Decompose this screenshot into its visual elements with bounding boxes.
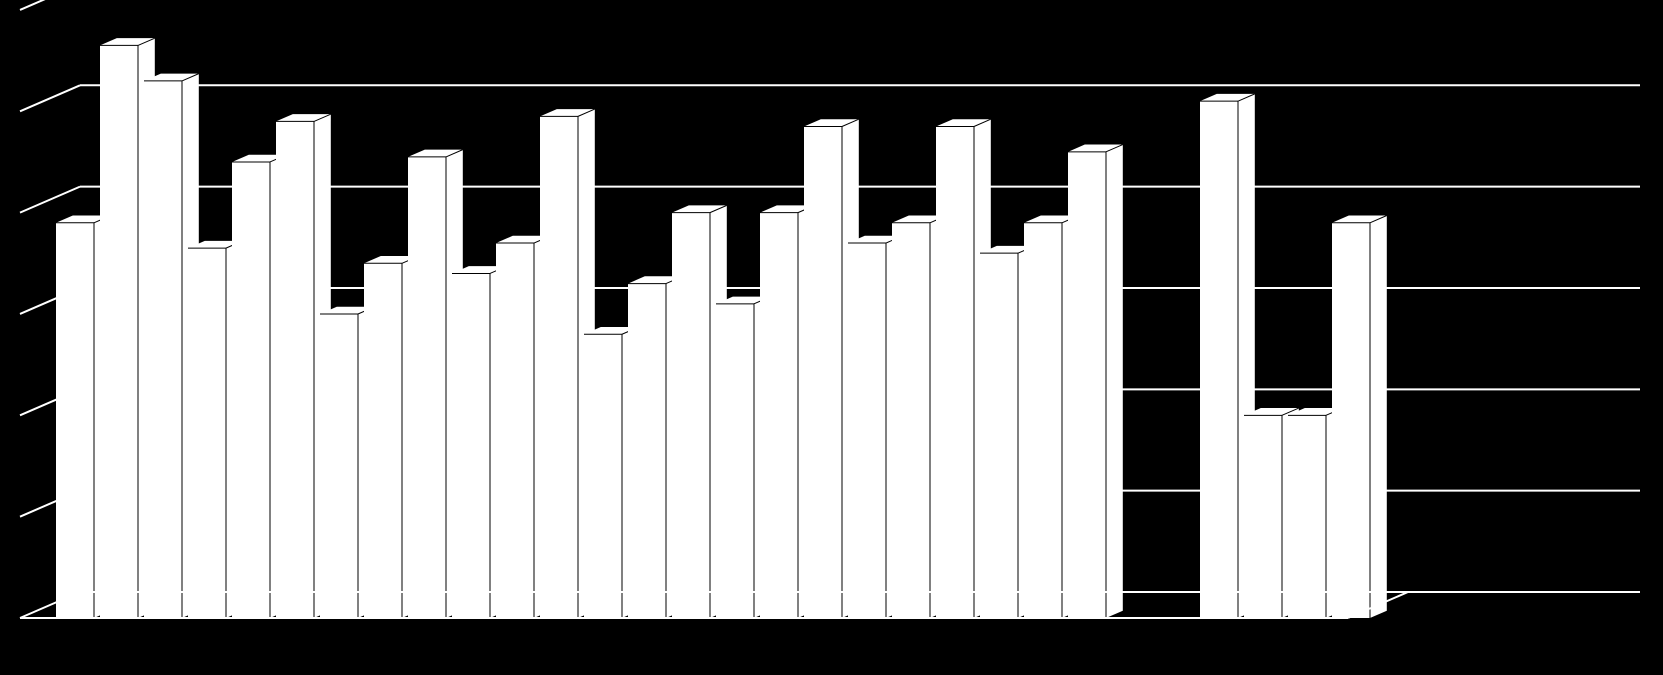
bar-front [672,213,710,618]
bar-front [188,248,226,618]
bar-front [760,213,798,618]
bar-front [496,243,534,618]
bar-front [1332,223,1370,618]
bar-front [584,334,622,618]
bar-front [320,314,358,618]
bar-front [1288,415,1326,618]
bar-front [452,273,490,618]
bar-front [628,284,666,618]
bar-front [804,127,842,618]
bar-side [1106,145,1123,618]
bar-front [408,157,446,618]
bar-side [1370,215,1387,618]
bar-chart-3d [0,0,1663,675]
bar-front [56,223,94,618]
bar-front [364,263,402,618]
bar-front [848,243,886,618]
bar-front [1244,415,1282,618]
bar-front [540,116,578,618]
bar-front [1200,101,1238,618]
bar-front [100,45,138,618]
bar-front [276,121,314,618]
bar-front [716,304,754,618]
bar-front [232,162,270,618]
bar-front [1024,223,1062,618]
bar-front [1068,152,1106,618]
bar-front [980,253,1018,618]
bar-front [892,223,930,618]
bar-front [936,127,974,618]
bar-front [144,81,182,618]
